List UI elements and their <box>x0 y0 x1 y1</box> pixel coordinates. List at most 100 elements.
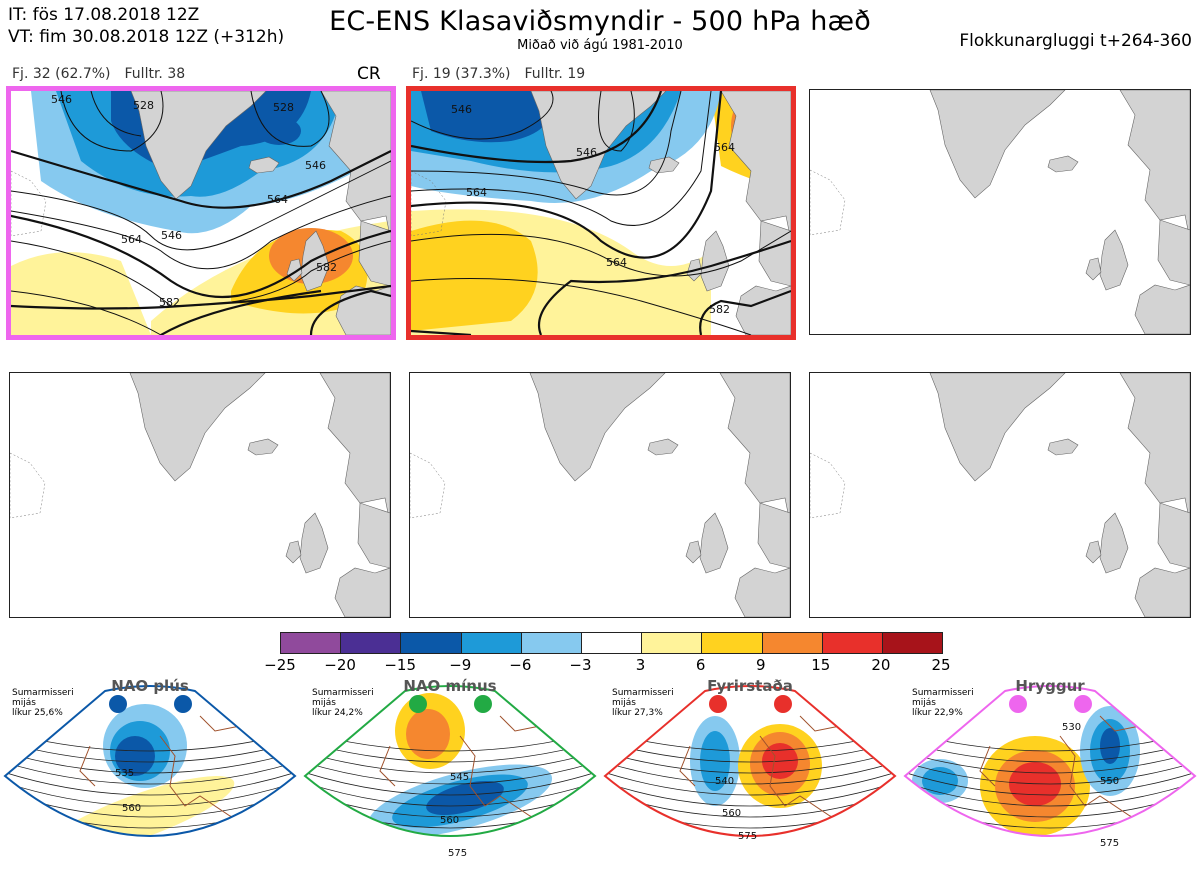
regime-name: NAO plús <box>111 677 189 695</box>
legend-swatch <box>401 633 462 653</box>
regime-panel: 545 560 575 NAO mínus Sumarmisseri mijás líkur… <box>300 676 600 871</box>
regime-contour-label: 560 <box>122 803 141 814</box>
contour-label: 564 <box>121 233 142 246</box>
cluster-map-1: 528 528 546 546 564 564 582 582 546 <box>6 86 396 340</box>
page-title: EC-ENS Klasaviðsmyndir - 500 hPa hæð <box>329 6 871 37</box>
empty-map-svg <box>810 90 1190 334</box>
contour-label: 546 <box>161 229 182 242</box>
legend-swatch <box>341 633 402 653</box>
contour-label: 546 <box>576 146 597 159</box>
regime-contour-label: 575 <box>448 848 467 859</box>
valid-time: VT: fim 30.08.2018 12Z (+312h) <box>8 27 285 47</box>
regime-contour-label: 560 <box>440 815 459 826</box>
panel-1-rep: Fulltr. 38 <box>124 66 186 82</box>
regime-info-line: Sumarmisseri <box>912 688 974 698</box>
regime-info-line: mijás <box>912 698 936 708</box>
anomaly-color-legend: −25 −20 −15 −9 −6 −3 3 6 9 15 20 25 <box>264 632 951 676</box>
legend-swatch <box>461 633 522 653</box>
legend-tick-label: 9 <box>755 656 766 674</box>
panel-2-count: Fj. 19 (37.3%) <box>412 66 511 82</box>
legend-tick-label: −25 <box>264 656 296 674</box>
initial-time: IT: fös 17.08.2018 12Z <box>8 5 200 25</box>
legend-tick-label: 3 <box>635 656 646 674</box>
legend-tick-label: −3 <box>569 656 592 674</box>
legend-tick-label: −20 <box>324 656 356 674</box>
regime-panel: 535 560 NAO plús Sumarmisseri mijás líkur 25,… <box>0 676 300 871</box>
legend-swatch <box>702 633 763 653</box>
contour-label: 564 <box>606 256 627 269</box>
contour-label: 528 <box>133 99 154 112</box>
legend-tick-label: 20 <box>871 656 891 674</box>
regime-map-svg: 540 560 575 <box>603 685 897 842</box>
empty-map-svg <box>10 373 390 617</box>
legend-swatch <box>281 633 342 653</box>
regime-contour-label: 575 <box>1100 838 1119 849</box>
contour-label: 564 <box>466 186 487 199</box>
contour-label: 564 <box>267 193 288 206</box>
regime-info-line: mijás <box>612 698 636 708</box>
regime-info: Sumarmisseri mijás líkur 27,3% <box>612 688 674 718</box>
panel-1-count: Fj. 32 (62.7%) <box>12 66 111 82</box>
panel-1-tag: CR <box>357 64 381 84</box>
regime-info-line: líkur 22,9% <box>912 708 963 718</box>
empty-map-svg <box>810 373 1190 617</box>
legend-tick-label: 6 <box>695 656 706 674</box>
regime-info-line: Sumarmisseri <box>312 688 374 698</box>
legend-tick-label: −6 <box>509 656 532 674</box>
regime-contour-label: 550 <box>1100 776 1119 787</box>
regime-map-svg: 545 560 575 <box>303 685 597 859</box>
regime-info-line: líkur 25,6% <box>12 708 63 718</box>
cluster-map-4-empty <box>9 372 391 618</box>
contour-label: 582 <box>316 261 337 274</box>
contour-label: 564 <box>714 141 735 154</box>
legend-color-bar <box>280 632 943 654</box>
empty-map-svg <box>410 373 790 617</box>
legend-swatch <box>521 633 582 653</box>
regime-info-line: líkur 24,2% <box>312 708 363 718</box>
classification-window: Flokkunargluggi t+264-360 <box>959 31 1192 51</box>
legend-swatch <box>642 633 703 653</box>
regime-info: Sumarmisseri mijás líkur 25,6% <box>12 688 74 718</box>
regime-info-line: mijás <box>12 698 36 708</box>
cluster-map-2-svg: 546 546 564 564 564 582 <box>411 91 791 335</box>
legend-swatch <box>581 633 643 653</box>
regime-name: Hryggur <box>1015 677 1085 695</box>
panel-1-title: Fj. 32 (62.7%) Fulltr. 38 <box>12 66 199 82</box>
contour-label: 582 <box>709 303 730 316</box>
regime-panel: 540 560 575 Fyrirstaða Sumarmisseri mijás líku… <box>600 676 900 871</box>
regime-info: Sumarmisseri mijás líkur 24,2% <box>312 688 374 718</box>
regime-panel: 530 550 575 Hryggur Sumarmisseri mijás líkur 2… <box>900 676 1200 871</box>
regime-map-svg: 530 550 575 <box>903 685 1197 849</box>
regime-info-line: Sumarmisseri <box>12 688 74 698</box>
contour-label: 528 <box>273 101 294 114</box>
contour-label: 546 <box>305 159 326 172</box>
regime-info: Sumarmisseri mijás líkur 22,9% <box>912 688 974 718</box>
cluster-map-1-svg: 528 528 546 546 564 564 582 582 546 <box>11 91 391 335</box>
legend-tick-label: 25 <box>931 656 951 674</box>
regime-info-line: mijás <box>312 698 336 708</box>
cluster-map-2: 546 546 564 564 564 582 <box>406 86 796 340</box>
legend-swatch <box>882 633 943 653</box>
legend-swatch <box>762 633 823 653</box>
regime-contour-label: 540 <box>715 776 734 787</box>
legend-tick-label: −15 <box>384 656 416 674</box>
regime-name: Fyrirstaða <box>707 677 793 695</box>
contour-label: 546 <box>51 93 72 106</box>
regime-contour-label: 530 <box>1062 722 1081 733</box>
panel-2-title: Fj. 19 (37.3%) Fulltr. 19 <box>412 66 599 82</box>
contour-label: 582 <box>159 296 180 309</box>
panel-2-rep: Fulltr. 19 <box>524 66 586 82</box>
cluster-map-3-empty <box>809 89 1191 335</box>
regime-contour-label: 560 <box>722 808 741 819</box>
cluster-map-6-empty <box>809 372 1191 618</box>
legend-tick-label: −9 <box>449 656 472 674</box>
regime-contour-label: 575 <box>738 831 757 842</box>
regime-map-svg: 535 560 <box>3 685 297 837</box>
regime-contour-label: 545 <box>450 772 469 783</box>
regime-info-line: Sumarmisseri <box>612 688 674 698</box>
legend-ticks: −25 −20 −15 −9 −6 −3 3 6 9 15 20 25 <box>264 656 950 676</box>
header-info: IT: fös 17.08.2018 12Z VT: fim 30.08.201… <box>8 4 284 48</box>
legend-tick-label: 15 <box>811 656 831 674</box>
contour-label: 546 <box>451 103 472 116</box>
regime-name: NAO mínus <box>403 677 497 695</box>
